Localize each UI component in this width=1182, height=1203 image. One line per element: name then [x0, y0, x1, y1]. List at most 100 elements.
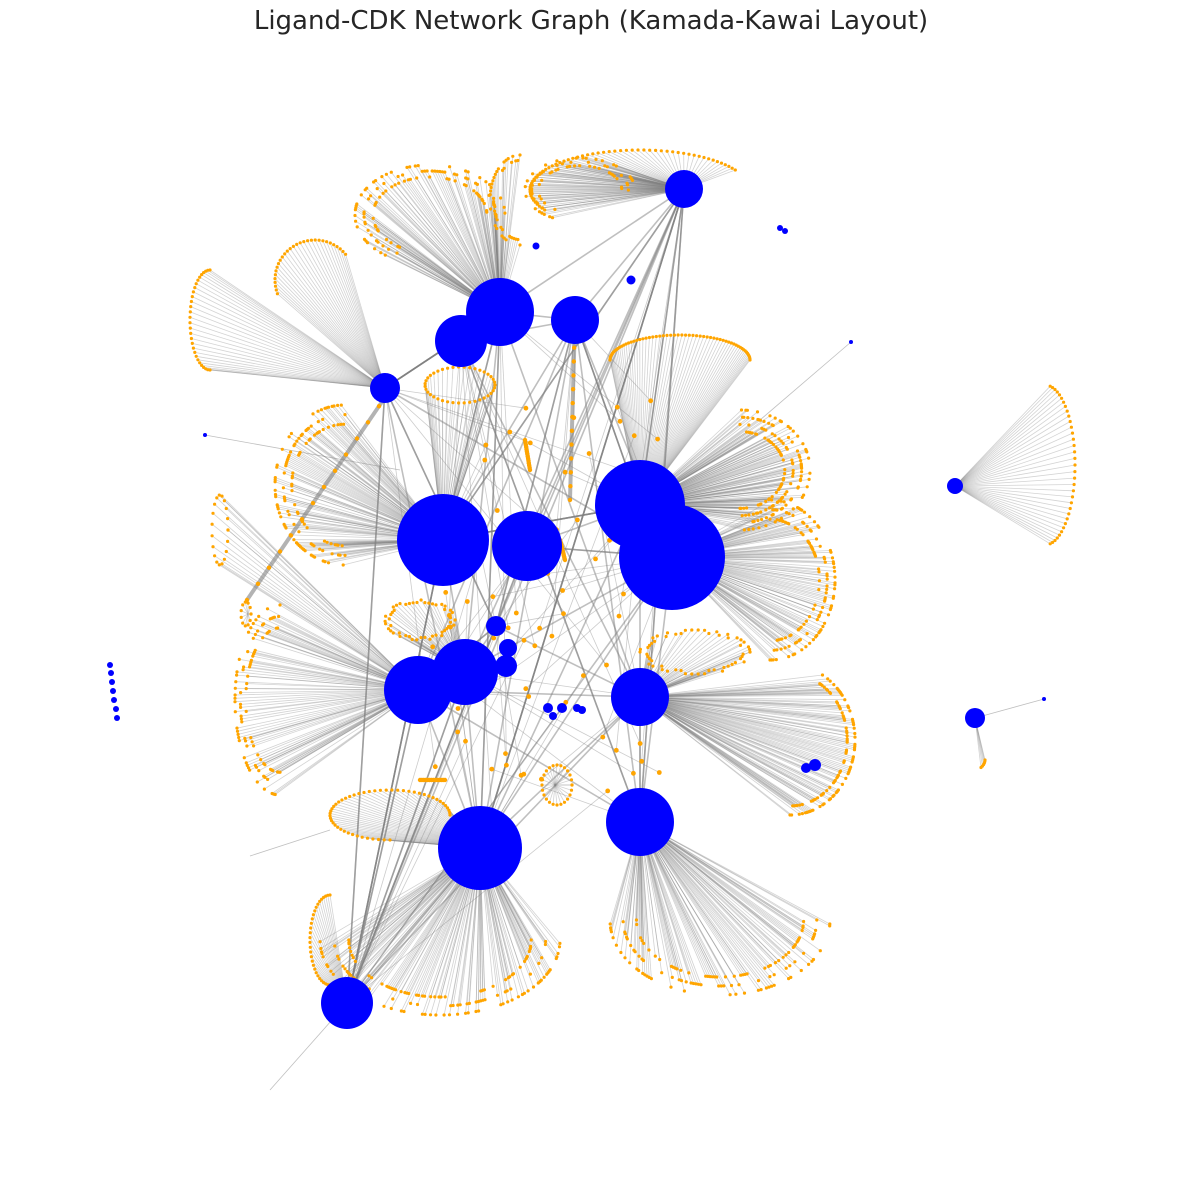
ligand-node — [805, 632, 809, 636]
ligand-node — [544, 797, 549, 801]
ligand-node — [726, 664, 730, 668]
edge — [244, 602, 249, 615]
ligand-node — [313, 909, 317, 913]
ligand-node — [581, 673, 586, 678]
ligand-node — [814, 537, 819, 541]
ligand-node — [440, 170, 444, 174]
edge — [546, 770, 556, 786]
ligand-node — [486, 372, 490, 376]
ligand-node — [447, 177, 451, 181]
edge — [954, 485, 1072, 504]
edge — [954, 485, 1074, 492]
ligand-node — [670, 975, 674, 980]
ligand-node — [235, 726, 239, 730]
ligand-node — [194, 282, 198, 286]
edge — [197, 359, 386, 389]
edge — [639, 696, 853, 763]
ligand-node — [389, 170, 393, 174]
ligand-node — [424, 387, 428, 391]
ligand-node — [798, 455, 802, 459]
ligand-node — [295, 242, 299, 246]
ligand-node — [490, 182, 494, 186]
ligand-node — [390, 788, 394, 792]
ligand-node — [455, 173, 459, 177]
ligand-node — [198, 275, 202, 279]
ligand-node — [492, 200, 496, 204]
ligand-node — [1048, 384, 1052, 388]
ligand-node — [619, 149, 623, 153]
edge — [203, 272, 386, 389]
edge — [639, 821, 789, 979]
ligand-node — [297, 436, 301, 440]
ligand-node — [822, 685, 826, 689]
edge — [543, 774, 556, 786]
ligand-node — [779, 507, 784, 511]
ligand-node — [401, 789, 405, 793]
ligand-node — [699, 983, 703, 987]
edge — [639, 686, 825, 698]
ligand-node — [468, 400, 472, 404]
ligand-node — [569, 428, 575, 433]
cdk-node — [532, 242, 540, 250]
edge — [639, 821, 813, 962]
ligand-node — [632, 339, 636, 343]
edge — [336, 246, 386, 389]
edge — [554, 784, 565, 803]
edge — [569, 166, 685, 190]
cdk-node — [109, 679, 115, 685]
ligand-node — [391, 997, 395, 1001]
ligand-node — [1053, 538, 1057, 543]
edge — [249, 829, 331, 857]
cdk-node — [108, 670, 114, 676]
ligand-node — [464, 1011, 468, 1015]
ligand-node — [321, 427, 325, 432]
ligand-node — [795, 449, 800, 453]
ligand-node — [702, 155, 706, 160]
ligand-node — [351, 832, 355, 837]
ligand-node — [550, 170, 554, 174]
ligand-node — [339, 827, 343, 831]
ligand-node — [593, 556, 598, 562]
edge — [539, 173, 685, 190]
edge — [193, 291, 386, 389]
ligand-node — [376, 837, 381, 842]
ligand-node — [384, 172, 388, 176]
ligand-node — [845, 740, 849, 744]
ligand-node — [803, 811, 808, 815]
ligand-node — [332, 243, 336, 247]
ligand-node — [816, 796, 820, 800]
edge — [542, 170, 685, 190]
ligand-node — [802, 622, 806, 626]
ligand-node — [811, 638, 816, 642]
ligand-node — [404, 634, 408, 638]
ligand-node — [333, 944, 337, 948]
edge — [346, 188, 685, 1004]
edge — [639, 680, 831, 698]
edge — [333, 244, 386, 389]
ligand-node — [398, 634, 402, 639]
ligand-node — [733, 168, 737, 172]
ligand-node — [415, 176, 419, 180]
edge — [205, 270, 386, 389]
ligand-node — [852, 748, 857, 752]
ligand-node — [220, 562, 224, 566]
ligand-node — [251, 636, 255, 640]
ligand-node — [282, 471, 286, 475]
ligand-node — [433, 169, 437, 173]
ligand-node — [793, 641, 798, 645]
ligand-node — [609, 926, 613, 930]
edge — [639, 688, 838, 698]
ligand-node — [823, 560, 827, 564]
ligand-node — [384, 614, 388, 618]
ligand-node — [478, 368, 482, 372]
ligand-node — [222, 557, 226, 561]
edge — [639, 821, 767, 989]
edge — [531, 188, 685, 193]
edge — [203, 367, 386, 389]
ligand-node — [493, 224, 497, 228]
ligand-node — [570, 783, 574, 787]
ligand-node — [631, 433, 637, 439]
ligand-node — [511, 154, 515, 158]
ligand-node — [311, 913, 315, 917]
ligand-node — [215, 560, 219, 564]
